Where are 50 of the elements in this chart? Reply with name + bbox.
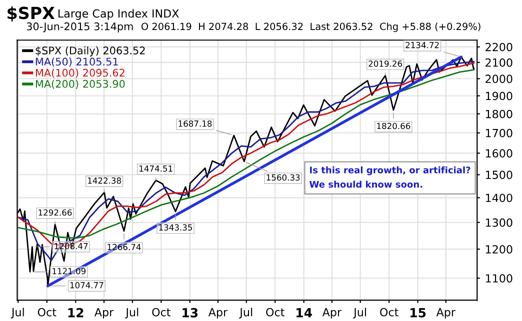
annotation: 1074.77 xyxy=(70,282,104,288)
annotation: 1560.33 xyxy=(266,174,300,181)
text: O 2061.19 H 2074.28 L 2056.32 Last 2063.52 Chg +5.88 (+0.29%) xyxy=(141,22,480,32)
y-tick-label: 1600 xyxy=(486,149,512,158)
x-tick-label: 14 xyxy=(296,308,312,318)
y-tick-label: 2100 xyxy=(486,58,512,67)
annotation: 1208.47 xyxy=(54,242,88,250)
annotation: 1820.66 xyxy=(377,122,410,130)
legend-label: $SPX (Daily) 2063.52 xyxy=(36,46,145,56)
x-tick-label: 13 xyxy=(182,308,198,318)
x-tick-label: Oct xyxy=(380,308,398,316)
annotation: Is this real growth, or artificial? We should know soon. xyxy=(310,166,470,188)
y-tick-label: 1900 xyxy=(486,92,512,100)
legend-label: MA(50) 2105.51 xyxy=(36,58,118,67)
x-tick-label: Oct xyxy=(266,308,284,316)
y-tick-label: 1800 xyxy=(486,110,512,118)
x-tick-label: Apr xyxy=(94,308,114,319)
y-tick-label: 1100 xyxy=(486,274,512,283)
annotation: 1687.18 xyxy=(178,120,212,127)
y-tick-label: 1400 xyxy=(486,194,512,202)
x-tick-label: Jul xyxy=(353,308,366,318)
annotation: 2134.72 xyxy=(406,42,439,48)
annotation: 2019.26 xyxy=(368,60,402,67)
y-tick-label: 1200 xyxy=(486,245,512,254)
chart-title: $SPX xyxy=(8,6,55,22)
x-tick-label: Jul xyxy=(10,308,24,318)
x-tick-label: Oct xyxy=(152,308,170,316)
annotation: 1121.09 xyxy=(52,268,86,274)
x-tick-label: Jul xyxy=(239,308,252,318)
x-tick-label: Apr xyxy=(436,308,456,319)
x-tick-label: Jul xyxy=(125,308,138,318)
y-tick-label: 2000 xyxy=(486,74,512,84)
annotation: 1474.51 xyxy=(140,166,172,172)
y-tick-label: 2200 xyxy=(486,42,512,52)
x-tick-label: 12 xyxy=(68,308,84,318)
text: 30-Jun-2015 3:14pm xyxy=(26,22,133,32)
x-tick-label: Apr xyxy=(208,308,228,319)
y-tick-label: 1700 xyxy=(486,128,512,138)
annotation: 1266.74 xyxy=(108,244,141,250)
legend-label: MA(200) 2053.90 xyxy=(36,80,125,90)
y-tick-label: 1300 xyxy=(486,218,512,227)
annotation: 1292.66 xyxy=(38,209,72,216)
x-tick-label: Apr xyxy=(322,308,342,319)
chart-subtitle: Large Cap Index INDX xyxy=(58,9,179,20)
annotation: 1343.35 xyxy=(159,224,192,231)
x-tick-label: 15 xyxy=(410,308,426,318)
annotation: 1422.38 xyxy=(88,177,121,184)
y-tick-label: 1500 xyxy=(486,170,512,180)
x-tick-label: Oct xyxy=(38,308,56,316)
legend-label: MA(100) 2095.62 xyxy=(36,68,124,78)
